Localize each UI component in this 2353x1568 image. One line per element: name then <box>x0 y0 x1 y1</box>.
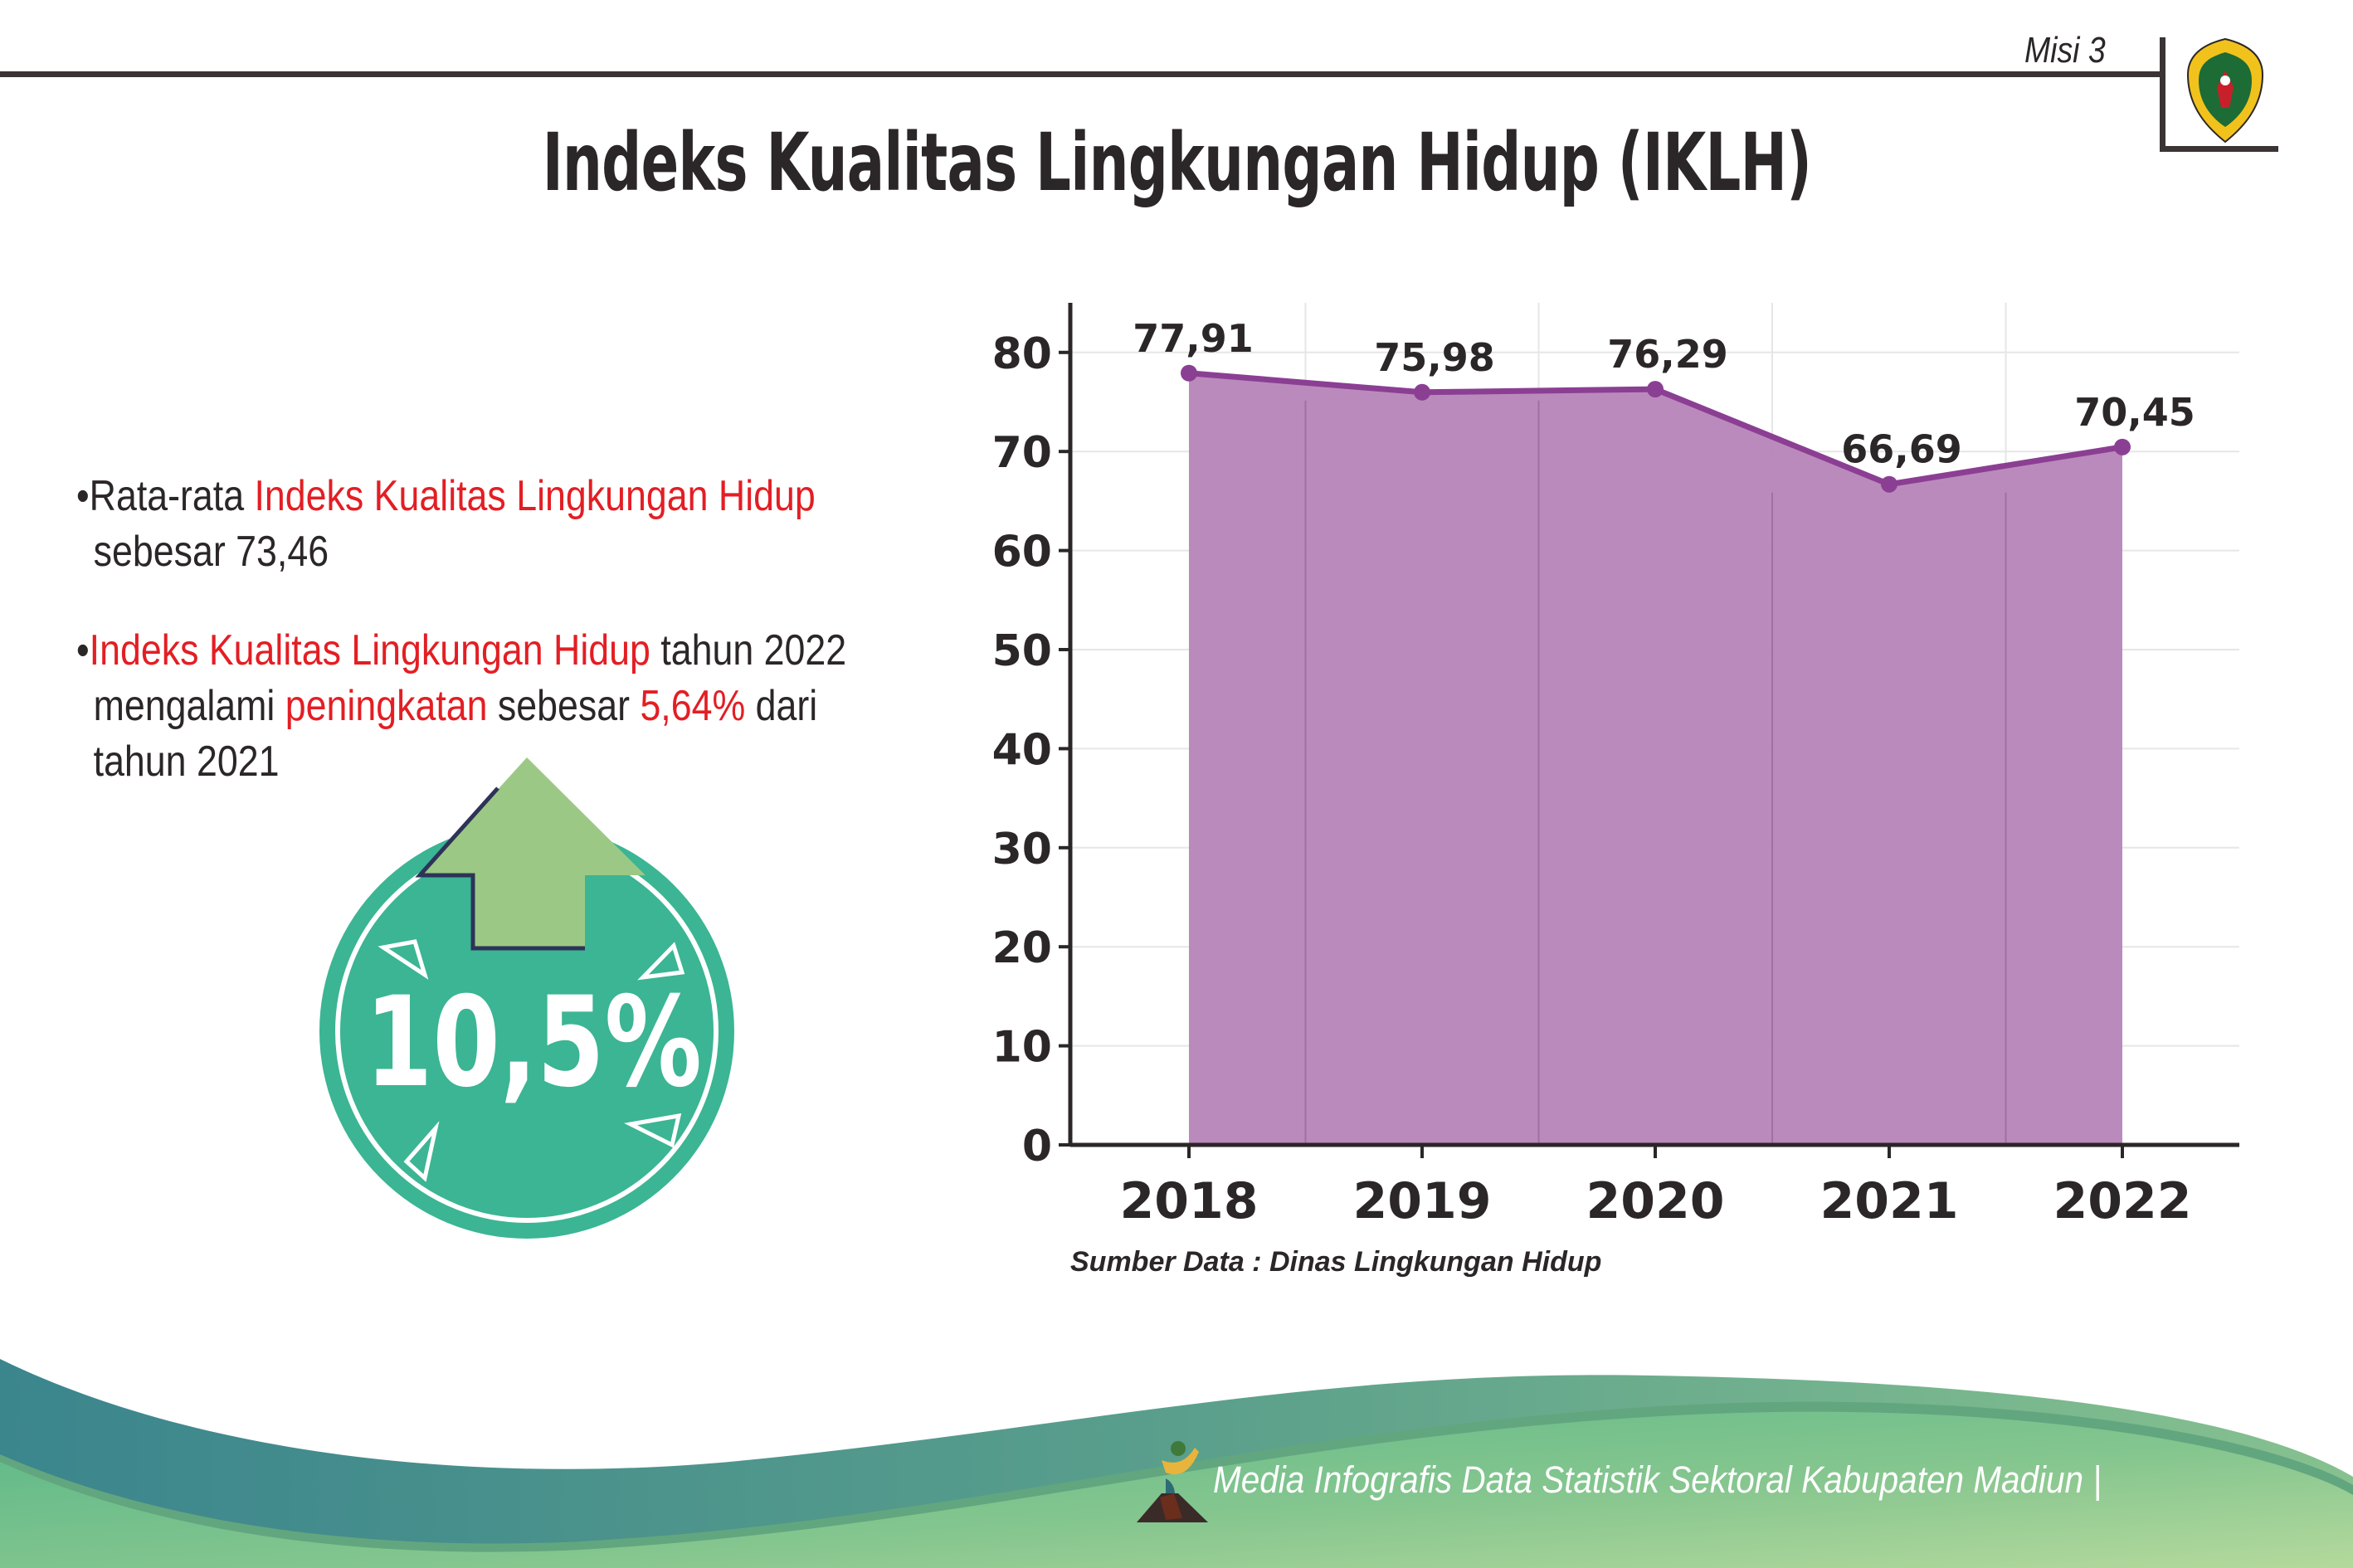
x-tick-label: 2018 <box>1120 1172 1259 1230</box>
data-point <box>1647 381 1664 398</box>
madiun-emblem-logo <box>2186 37 2264 144</box>
footer-logo-icon <box>1137 1441 1208 1522</box>
growth-badge <box>319 757 734 1239</box>
footer-text: Media Infografis Data Statistik Sektoral… <box>1213 1458 2102 1501</box>
y-tick-label: 30 <box>992 825 1052 874</box>
header-bracket <box>2160 37 2165 152</box>
y-tick-label: 80 <box>992 329 1052 379</box>
x-tick-label: 2022 <box>2053 1172 2192 1230</box>
iklh-area-chart: 0 10 20 30 40 50 60 70 80 2018 2019 2020 2021 2022 77,… <box>992 303 2239 1230</box>
x-tick-label: 2021 <box>1820 1172 1959 1230</box>
data-source: Sumber Data : Dinas Lingkungan Hidup <box>1070 1246 1602 1278</box>
mission-label: Misi 3 <box>2024 30 2106 71</box>
x-tick-label: 2020 <box>1586 1172 1725 1230</box>
summary-bullets: •Rata-rata Indeks Kualitas Lingkungan Hi… <box>76 469 933 833</box>
header-bracket-base <box>2160 146 2278 152</box>
data-point <box>1881 475 1898 493</box>
growth-value: 10,5% <box>365 971 702 1115</box>
y-tick-label: 10 <box>992 1023 1052 1073</box>
y-tick-label: 40 <box>992 725 1052 775</box>
page-title: Indeks Kualitas Lingkungan Hidup (IKLH) <box>542 116 1811 209</box>
y-tick-label: 0 <box>1022 1122 1052 1171</box>
data-label: 76,29 <box>1607 332 1728 377</box>
bullet-average: •Rata-rata Indeks Kualitas Lingkungan Hi… <box>76 472 816 576</box>
data-point <box>1414 383 1430 401</box>
y-tick-label: 50 <box>992 626 1052 676</box>
data-point <box>2114 438 2131 455</box>
data-label: 75,98 <box>1374 335 1495 380</box>
data-label: 77,91 <box>1133 316 1254 361</box>
data-label: 66,69 <box>1841 427 1962 472</box>
data-point <box>1181 364 1197 382</box>
header-rule <box>0 71 2161 77</box>
y-tick-label: 20 <box>992 923 1052 973</box>
x-tick-label: 2019 <box>1353 1172 1492 1230</box>
data-label: 70,45 <box>2074 390 2195 435</box>
arrow-up-icon <box>415 757 645 951</box>
sparkle-triangles-icon <box>378 939 685 1182</box>
area-fill <box>1189 373 2122 1145</box>
y-tick-label: 60 <box>992 528 1052 577</box>
bullet-change: •Indeks Kualitas Lingkungan Hidup tahun … <box>76 626 847 786</box>
y-tick-label: 70 <box>992 428 1052 478</box>
